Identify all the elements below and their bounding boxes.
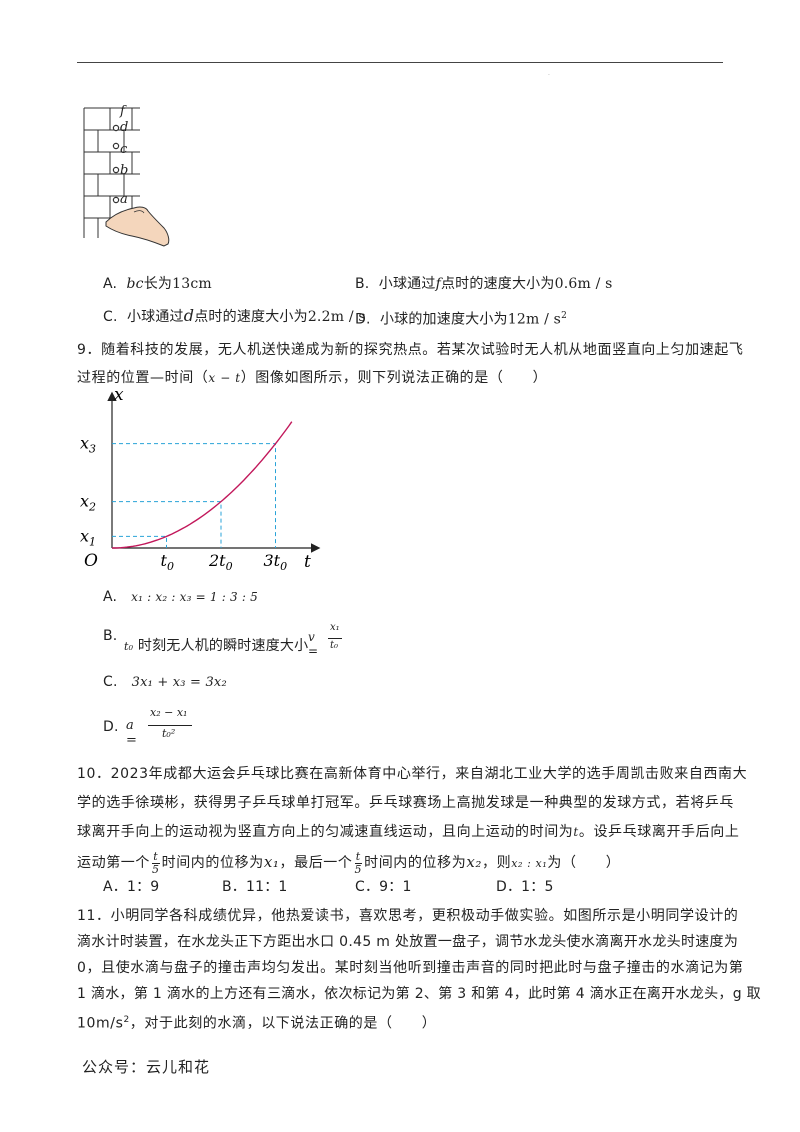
ball-d [112,124,120,132]
q11-stem-line1: 11．小明同学各科成绩优异，他热爱读书，喜欢思考，更积极动手做实验。如图所示是小… [77,908,739,924]
q9-option-b-body: t₀ 时刻无人机的瞬时速度大小 [124,638,309,654]
q8-option-c[interactable]: C. 小球通过d点时的速度大小为2.2m / s [103,306,366,325]
q11-stem-line5: 10m/s2，对于此刻的水滴，以下说法正确的是（ ） [77,1015,437,1032]
q10-stem-line4: 运动第一个 t 5 时间内的位移为x₁，最后一个 t 5 时间内的位移为x₂，则x₂ : x… [77,849,621,876]
guide-line-3 [112,443,276,548]
ball-c [112,142,120,150]
q10-option-a[interactable]: A．1：9 [103,879,160,895]
hand-shape [105,206,170,247]
label-b: b [120,163,128,178]
ball-b [112,166,120,174]
q10-option-d[interactable]: D．1：5 [496,879,554,895]
q11-stem-line3: 0，且使水滴与盘子的撞击声均匀发出。某时刻当他听到撞击声音的同时把此时与盘子撞击… [77,960,744,976]
label-a: a [120,192,128,207]
xt-curve [112,421,293,549]
y-tick-label-3: x3 [80,434,96,456]
x-tick-label-2: 2t0 [208,551,233,573]
q8-option-d[interactable]: D. 小球的加速度大小为12m / s2 [355,311,567,328]
origin-label: O [84,551,98,571]
corner-dot: · [548,72,550,79]
q9-stem-line1: 9．随着科技的发展，无人机送快递成为新的探究热点。若某次试验时无人机从地面竖直向… [77,342,744,358]
q10-stem-line1: 10．2023年成都大运会乒乓球比赛在高新体育中心举行，来自湖北工业大学的选手周… [77,766,748,782]
y-tick-label-1: x1 [80,526,96,548]
x-tick-label-3: 3t0 [264,551,288,573]
y-tick-label-2: x2 [80,492,96,514]
q9-option-a[interactable]: A. x₁ : x₂ : x₃ = 1 : 3 : 5 [103,589,258,605]
q9-xt-chart: x t O t0 x1 2t0 x2 3t0 x3 [80,385,321,573]
x-tick-label-1: t0 [161,551,174,573]
q8-option-b[interactable]: B. 小球通过f点时的速度大小为0.6m / s [355,276,613,292]
label-c: c [120,142,128,157]
q9-option-d[interactable]: D. [103,719,119,735]
footer-account: 公众号：云儿和花 [82,1058,211,1076]
q10-stem-line3: 球离开手向上的运动视为竖直方向上的匀减速直线运动，且向上运动的时间为t。设乒乓球… [77,824,740,840]
q8-option-a[interactable]: A. bc长为13cm [103,276,212,292]
ball-a [112,196,120,204]
label-d: d [120,120,128,135]
wall-ball-figure: f d c b a [83,104,170,247]
q9-option-b[interactable]: B. [103,628,118,644]
x-axis-label: t [304,552,311,572]
q11-stem-line2: 滴水计时装置，在水龙头正下方距出水口 0.45 m 处放置一盘子，调节水龙头使水… [77,934,739,950]
q10-option-c[interactable]: C．9：1 [355,879,412,895]
label-f: f [119,104,127,119]
q9-stem-line2: 过程的位置—时间（x − t）图像如图所示，则下列说法正确的是（ ） [77,370,548,386]
q10-stem-line2: 学的选手徐瑛彬，获得男子乒乓球单打冠军。乒乓球赛场上高抛发球是一种典型的发球方式… [77,795,734,811]
y-axis-label: x [114,385,124,405]
header-rule [77,62,723,63]
q9-option-c[interactable]: C. 3x₁ + x₃ = 3x₂ [103,674,227,690]
q11-stem-line4: 1 滴水，第 1 滴水的上方还有三滴水，依次标记为第 2、第 3 和第 4，此时… [77,986,761,1002]
q10-option-b[interactable]: B．11：1 [222,879,288,895]
guide-line-1 [112,535,167,548]
